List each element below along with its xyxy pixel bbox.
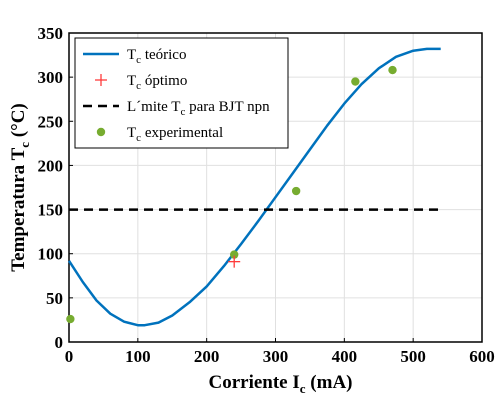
y-tick-label: 100 (38, 245, 64, 264)
legend-item: Tc teórico (83, 47, 186, 66)
legend-box (74, 37, 289, 149)
experimental-point (66, 314, 75, 324)
legend-item: Tc experimental (96, 125, 223, 144)
experimental-point (291, 186, 301, 196)
legend-swatch (96, 127, 106, 137)
legend-item: L´mite Tc para BJT npn (83, 99, 270, 118)
theoretical-curve (67, 47, 441, 327)
data-layer (66, 47, 441, 327)
y-tick-label: 200 (38, 156, 64, 175)
y-tick-label: 150 (38, 201, 64, 220)
x-tick-label: 100 (125, 347, 151, 366)
tick-labels: 0 100 200 300 400 500 600 0 50 100 150 200 250 300 350 (38, 24, 495, 366)
optimum-point (228, 255, 241, 268)
legend-label: Tc experimental (127, 125, 223, 144)
x-tick-label: 400 (332, 347, 358, 366)
y-tick-label: 0 (55, 333, 64, 352)
legend: Tc teórico Tc óptimo L´mite Tc para BJT np… (74, 37, 289, 149)
legend-label: Tc óptimo (127, 73, 187, 92)
y-tick-label: 350 (38, 24, 64, 43)
y-tick-label: 300 (38, 68, 64, 87)
plot-frame (68, 32, 483, 343)
legend-label: Tc teórico (127, 47, 186, 66)
experimental-point (388, 65, 397, 75)
legend-label: L´mite Tc para BJT npn (127, 99, 270, 118)
experimental-point (351, 77, 360, 86)
x-tick-label: 300 (263, 347, 289, 366)
y-tick-label: 250 (38, 112, 64, 131)
y-tick-label: 50 (46, 289, 63, 308)
x-tick-label: 600 (469, 347, 495, 366)
x-tick-label: 200 (194, 347, 220, 366)
legend-item: Tc óptimo (95, 73, 187, 92)
x-tick-label: 0 (65, 347, 74, 366)
experimental-point (230, 250, 239, 259)
y-axis-label: Temperatura Tc (°C) (8, 103, 32, 272)
x-axis-label: Corriente Ic (mA) (208, 372, 352, 396)
x-tick-label: 500 (400, 347, 426, 366)
